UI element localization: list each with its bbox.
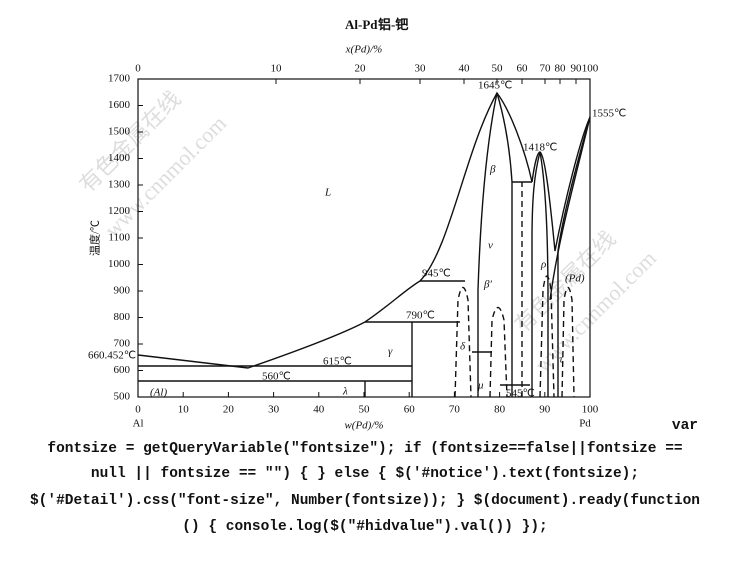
- annotation: 1645℃: [478, 80, 512, 92]
- title: Al-Pd: [345, 17, 378, 32]
- top-tick-label: 0: [135, 63, 141, 75]
- annotation: 790℃: [406, 310, 435, 322]
- title-cn: 铝-钯: [378, 17, 408, 32]
- bottom-tick-label: 80: [494, 404, 506, 416]
- top-tick-label: 50: [492, 63, 504, 75]
- phase-boundary: [477, 92, 498, 397]
- left-tick-label: 700: [114, 338, 131, 350]
- annotation: ν: [488, 240, 493, 252]
- top-tick-label: 60: [517, 63, 529, 75]
- left-axis-label: 温度/℃: [88, 220, 102, 256]
- annotation: L: [324, 187, 331, 199]
- annotation: (Pd): [565, 273, 585, 285]
- left-tick-label: 800: [114, 311, 131, 323]
- bottom-tick-label: 60: [404, 404, 416, 416]
- bottom-tick-label: 50: [359, 404, 371, 416]
- bottom-tick-label: 0: [135, 404, 141, 416]
- left-tick-label: 1700: [108, 73, 131, 85]
- bottom-tick-label: 30: [268, 404, 280, 416]
- annotation: (Al): [150, 387, 167, 399]
- top-tick-label: 40: [459, 63, 471, 75]
- phase-lines: [137, 91, 591, 397]
- code-text: null || fontsize == "") { } else { $('#n…: [90, 466, 640, 482]
- end-label: Al: [133, 418, 144, 430]
- liquidus: [531, 116, 591, 252]
- top-axis-label: x(Pd)/%: [345, 44, 383, 56]
- annotation: λ: [342, 386, 348, 398]
- code-text: var: [671, 418, 698, 434]
- bottom-tick-label: 20: [223, 404, 235, 416]
- annotation: 1555℃: [592, 108, 626, 120]
- annotation: 615℃: [323, 356, 352, 368]
- dashed-boundary: [489, 306, 508, 398]
- left-tick-label: 1400: [108, 152, 131, 164]
- phase-boundary: [496, 92, 513, 397]
- code-text: fontsize = getQueryVariable("fontsize");…: [47, 441, 683, 457]
- top-tick-label: 30: [415, 63, 427, 75]
- bottom-tick-label: 90: [539, 404, 551, 416]
- left-tick-label: 1500: [108, 126, 131, 138]
- left-tick-label: 1000: [108, 258, 131, 270]
- top-tick-label: 10: [271, 63, 283, 75]
- bottom-axis-label: w(Pd)/%: [344, 420, 383, 432]
- top-tick-label: 70: [540, 63, 552, 75]
- bottom-tick-label: 70: [449, 404, 461, 416]
- dashed-boundary: [454, 286, 472, 398]
- annotation: 545℃: [506, 388, 535, 400]
- annotation: β: [489, 164, 496, 176]
- bottom-tick-label: 10: [178, 404, 190, 416]
- top-tick-label: 20: [355, 63, 367, 75]
- left-tick-label: 1100: [108, 232, 130, 244]
- watermark-layer: 有色金属在线 www.cnnmol.com 有色金属在线 www.cnnmol.…: [74, 86, 661, 377]
- top-tick-label: 100: [582, 63, 599, 75]
- dashed-lines: [454, 182, 575, 398]
- left-tick-label: 500: [114, 391, 131, 403]
- annotation: 560℃: [262, 371, 291, 383]
- bottom-tick-label: 100: [582, 404, 599, 416]
- top-tick-label: 80: [555, 63, 567, 75]
- annotation: 1418℃: [523, 142, 557, 154]
- liquidus: [137, 91, 533, 369]
- dashed-boundary: [539, 275, 555, 398]
- annotation: μ: [477, 380, 484, 392]
- left-tick-label: 1300: [108, 179, 131, 191]
- left-tick-label: 900: [114, 285, 131, 297]
- annotation: δ: [460, 341, 466, 353]
- left-tick-label: 1200: [108, 205, 131, 217]
- annotation: 945℃: [422, 268, 451, 280]
- bottom-tick-label: 40: [313, 404, 325, 416]
- annotation: β′: [483, 279, 492, 291]
- annotation: γ: [388, 346, 393, 358]
- left-tick-label: 600: [114, 364, 131, 376]
- code-text: () { console.log($("#hidvalue").val()) }…: [182, 519, 548, 535]
- top-tick-label: 90: [571, 63, 583, 75]
- annotation: 660.452℃: [88, 350, 136, 362]
- left-tick-label: 1600: [108, 99, 131, 111]
- end-label: Pd: [579, 418, 591, 430]
- phase-boundary: [549, 116, 591, 301]
- annotation: τ: [559, 354, 564, 366]
- annotation: ρ: [540, 259, 546, 271]
- phase-boundary: [531, 151, 541, 397]
- dashed-boundary: [561, 286, 575, 398]
- code-text: $('#Detail').css("font-size", Number(fon…: [29, 493, 700, 509]
